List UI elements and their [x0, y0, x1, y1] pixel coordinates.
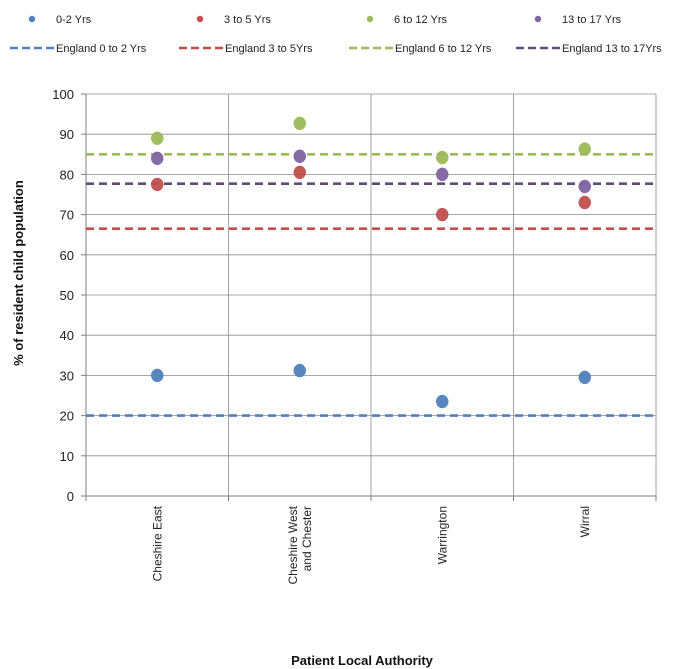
x-category-label-line: Wirral: [578, 506, 592, 537]
y-tick-label: 0: [67, 489, 74, 504]
y-tick-label: 70: [60, 208, 74, 223]
x-category-label: Cheshire East: [150, 505, 164, 581]
x-category-label-line: Warrington: [435, 506, 449, 564]
legend-label: 6 to 12 Yrs: [394, 14, 447, 26]
data-point: [151, 177, 164, 192]
x-category-label: Wirral: [578, 506, 592, 537]
x-axis-categories: Cheshire East Cheshire Westand Chester War…: [85, 496, 657, 584]
y-tick-label: 40: [60, 328, 74, 343]
x-category-label-line: Cheshire West: [286, 505, 300, 584]
data-point: [151, 368, 164, 383]
data-point: [293, 165, 306, 180]
data-points: [151, 116, 591, 409]
x-category-label-line: and Chester: [300, 506, 314, 571]
y-tick-label: 20: [60, 409, 74, 424]
x-axis-title: Patient Local Authority: [291, 653, 434, 668]
legend-label: England 13 to 17Yrs: [562, 43, 662, 55]
data-point: [151, 131, 164, 145]
data-point: [436, 167, 449, 182]
data-point: [436, 394, 449, 409]
legend-marker: [534, 15, 542, 23]
reference-lines: [86, 153, 656, 417]
y-tick-label: 50: [60, 288, 74, 303]
legend-label: England 3 to 5Yrs: [225, 43, 313, 55]
plot-frame: [81, 94, 657, 501]
y-tick-label: 90: [60, 127, 74, 142]
legend-marker: [196, 15, 204, 23]
data-point: [293, 149, 306, 164]
legend-label: England 0 to 2 Yrs: [56, 43, 147, 55]
data-point: [578, 370, 591, 385]
legend-marker: [366, 15, 374, 23]
x-category-label: Warrington: [435, 506, 449, 564]
y-tick-label: 60: [60, 248, 74, 263]
data-point: [578, 195, 591, 210]
legend-marker: [28, 15, 36, 23]
y-axis-ticks: 0 10 20 30 40 50 60 70 80 90 100: [52, 87, 86, 504]
data-point: [293, 363, 306, 378]
data-point: [293, 116, 306, 131]
data-point: [578, 142, 591, 156]
y-tick-label: 80: [60, 167, 74, 182]
legend-label: 3 to 5 Yrs: [224, 14, 271, 26]
legend-label: 0-2 Yrs: [56, 14, 92, 26]
y-tick-label: 100: [52, 87, 74, 102]
legend-label: 13 to 17 Yrs: [562, 14, 622, 26]
legend: 0-2 Yrs 3 to 5 Yrs 6 to 12 Yrs 13 to 17 Yrs…: [10, 14, 662, 55]
x-category-label: Cheshire Westand Chester: [286, 505, 314, 584]
y-tick-label: 30: [60, 368, 74, 383]
x-category-label-line: Cheshire East: [150, 505, 164, 581]
data-point: [436, 150, 449, 165]
data-point: [151, 151, 164, 166]
legend-label: England 6 to 12 Yrs: [395, 43, 492, 55]
y-axis-title: % of resident child population: [11, 180, 26, 366]
y-tick-label: 10: [60, 449, 74, 464]
data-point: [578, 179, 591, 194]
data-point: [436, 207, 449, 222]
